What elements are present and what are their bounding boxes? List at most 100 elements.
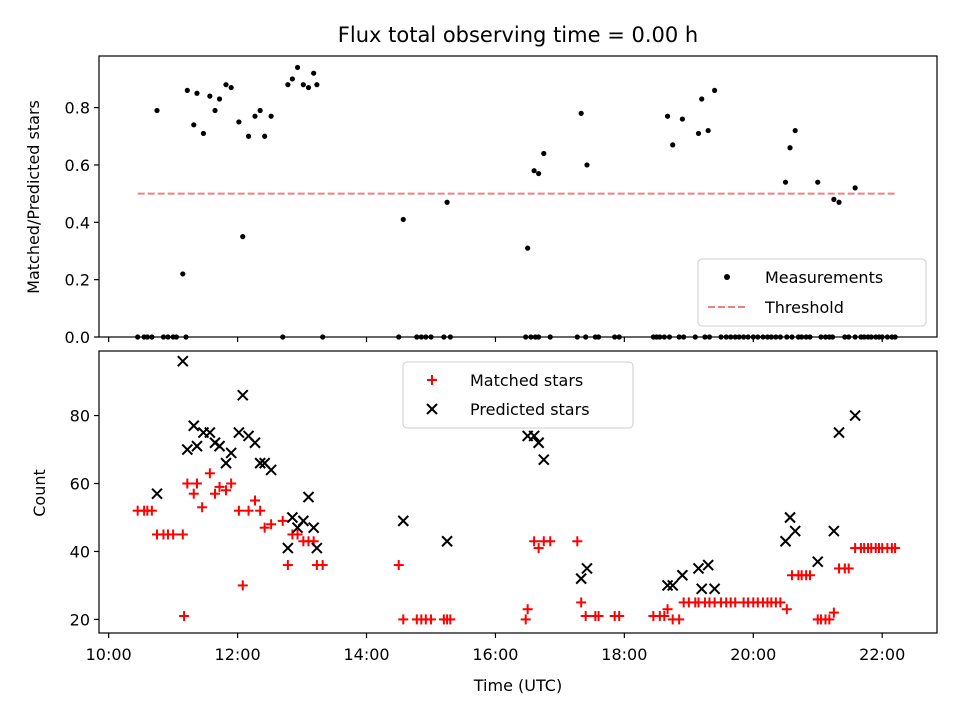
matched-stars-point [179,611,190,622]
matched-stars-point [445,614,456,625]
matched-stars-point [522,604,533,615]
top-y-axis-label: Matched/Predicted stars [24,100,43,294]
predicted-stars-point [311,542,323,554]
predicted-stars-point [441,535,453,547]
top-measurement-point [695,130,702,137]
top-measurement-point [670,142,676,148]
matched-stars-point [214,481,225,492]
bottom-y-tick-label: 60 [70,475,90,494]
matched-stars-point [576,597,587,608]
matched-stars-point [890,543,901,554]
top-y-tick-label: 0.2 [65,271,90,290]
matched-stars-point [233,505,244,516]
matched-stars-point [220,485,231,496]
matched-stars-point [614,611,625,622]
top-measurement-point [268,113,274,119]
matched-stars-point [828,607,839,618]
bottom-y-tick-label: 40 [70,542,90,561]
predicted-stars-point [191,440,203,452]
matched-stars-point [243,505,254,516]
top-y-tick-label: 0.8 [65,99,90,118]
legend-matched-marker [427,375,437,385]
matched-stars-point [168,529,179,540]
predicted-stars-point [661,579,674,592]
predicted-stars-point [225,447,237,459]
bottom-legend: Matched stars Predicted stars [402,361,634,429]
matched-stars-point [255,505,266,516]
top-measurement-point [525,245,531,251]
predicted-stars-point [297,515,310,527]
predicted-stars-point [177,355,189,367]
predicted-stars-point [204,426,216,439]
matched-stars-point [398,614,409,625]
matched-stars-point [182,478,193,489]
top-measurement-point [584,162,590,168]
matched-stars-point [580,611,591,622]
x-tick-label: 12:00 [215,645,261,664]
matched-stars-point [282,560,293,571]
matched-stars-point [292,529,303,540]
top-measurement-point [236,119,242,125]
predicted-stars-point [789,525,801,537]
matched-stars-point [520,614,531,625]
top-measurement-point [400,216,406,223]
matched-stars-point [529,536,540,547]
predicted-stars-point [302,491,315,503]
predicted-stars-point [708,583,721,595]
top-measurement-point [305,84,312,91]
x-tick-label: 20:00 [730,645,776,664]
top-measurement-point [679,116,685,122]
top-measurement-point [699,96,705,102]
matched-stars-point [259,522,270,533]
matched-stars-point [191,478,202,489]
legend-predicted-marker [426,403,438,415]
predicted-stars-point [538,454,550,466]
top-measurement-point [180,271,186,277]
predicted-stars-point [696,583,708,595]
predicted-stars-point [220,457,232,469]
matched-stars-point [545,536,556,547]
matched-stars-point [249,495,260,506]
predicted-stars-point [286,511,299,524]
top-measurement-point [815,179,821,185]
predicted-stars-point [702,559,714,571]
top-measurement-point [578,110,584,116]
predicted-stars-point [282,542,294,554]
matched-stars-point [317,560,328,571]
top-measurement-point [212,107,218,114]
predicted-stars-point [667,579,679,592]
top-measurement-point [191,122,197,128]
top-measurement-point [154,107,160,114]
top-measurement-point [831,196,837,202]
top-measurement-point [664,113,671,119]
top-measurement-point [782,179,789,185]
x-tick-label: 10:00 [86,645,132,664]
matched-stars-point [775,597,786,608]
matched-stars-point [197,502,208,513]
top-measurement-point [285,82,291,88]
legend-measurements-label: Measurements [765,268,883,287]
predicted-stars-point [828,525,840,537]
bottom-y-tick-label: 80 [70,407,90,426]
predicted-stars-point [307,521,320,534]
top-measurement-point [787,145,793,151]
top-measurement-point [207,93,213,99]
matched-stars-point [393,560,404,571]
top-measurement-point [223,82,229,88]
predicted-stars-point [528,430,540,442]
predicted-stars-point [784,511,796,524]
predicted-stars-point [188,420,200,432]
matched-stars-point [177,529,188,540]
top-measurement-point [262,133,268,139]
top-measurement-point [194,90,200,96]
predicted-stars-point [397,515,409,527]
x-tick-label: 18:00 [601,645,647,664]
top-measurement-point [252,113,258,119]
flux-ratio-panel: Flux total observing time = 0.00 h 0.00.… [24,23,938,347]
top-measurement-point [836,199,842,205]
bottom-panel-axes: 10:00 12:00 14:00 16:00 18:00 20:00 22:00 20 40 6… [70,350,938,664]
matched-stars-point [674,614,685,625]
star-count-panel: 10:00 12:00 14:00 16:00 18:00 20:00 22:00 20 40 6… [30,350,938,695]
top-y-tick-label: 0.0 [65,328,90,347]
